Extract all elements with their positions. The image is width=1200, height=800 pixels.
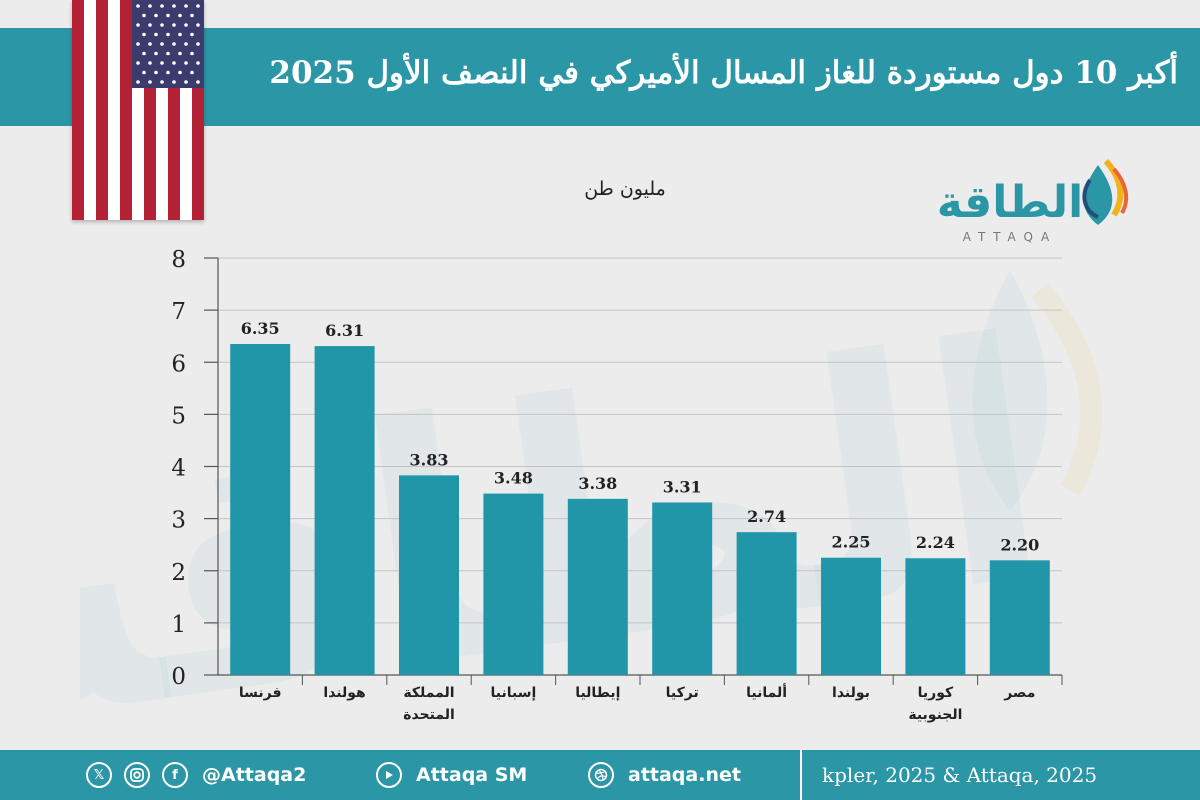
x-tick-label: مصر	[1003, 685, 1035, 701]
bar	[314, 346, 375, 675]
data-label: 3.83	[410, 450, 449, 469]
bar	[483, 493, 544, 675]
bar	[399, 475, 459, 675]
y-tick-label: 8	[171, 247, 186, 273]
bar	[230, 344, 291, 675]
y-axis-unit-label: مليون طن	[584, 178, 666, 200]
bar	[652, 502, 713, 675]
x-tick-label: كوريا	[918, 685, 954, 701]
y-tick-label: 6	[171, 351, 186, 377]
footer-bar: 𝕏 f @Attaqa2 Attaqa SM attaqa.net kpler,…	[0, 750, 1200, 800]
x-tick-label: المملكة	[403, 685, 454, 701]
x-icon[interactable]: 𝕏	[86, 762, 112, 788]
bar	[567, 498, 628, 675]
y-tick-label: 5	[171, 403, 186, 429]
y-tick-label: 7	[171, 299, 186, 325]
bar-chart: 0 1 2 3 4 5 6 7 8 6.35 فرنسا 6.31 هولندا 3.83 المملكة ا…	[171, 247, 1063, 723]
logo-arabic-text: الطاقة	[937, 177, 1083, 228]
y-tick-label: 1	[171, 612, 186, 638]
bar	[989, 560, 1050, 675]
x-tick-label: ألمانيا	[746, 683, 787, 701]
data-label: 6.35	[241, 319, 280, 338]
dribbble-icon[interactable]	[588, 762, 614, 788]
chart-title: أكبر 10 دول مستوردة للغاز المسال الأميرك…	[269, 55, 1178, 91]
us-flag-icon	[72, 0, 204, 220]
data-label: 2.25	[832, 533, 871, 552]
data-label: 6.31	[325, 321, 364, 340]
y-tick-label: 4	[171, 456, 186, 482]
data-label: 3.48	[494, 469, 533, 488]
source-text: kpler, 2025 & Attaqa, 2025	[822, 763, 1098, 787]
data-label: 3.31	[663, 477, 702, 496]
data-label: 2.74	[747, 507, 786, 526]
website-link[interactable]: attaqa.net	[628, 764, 741, 786]
x-tick-label: إسبانيا	[491, 685, 537, 701]
attaqa-logo: الطاقة ATTAQA	[937, 159, 1129, 244]
footer-divider	[800, 750, 802, 800]
youtube-icon[interactable]	[376, 762, 402, 788]
flag-stripes	[72, 0, 204, 220]
data-label: 3.38	[578, 474, 617, 493]
data-label: 2.20	[1000, 535, 1039, 554]
data-label: 2.24	[916, 533, 955, 552]
youtube-channel[interactable]: Attaqa SM	[416, 764, 528, 786]
social-handle[interactable]: @Attaqa2	[202, 764, 307, 786]
x-tick-label: تركيا	[666, 685, 699, 701]
y-tick-label: 0	[171, 664, 186, 690]
x-tick-label: الجنوبية	[908, 707, 962, 723]
facebook-icon[interactable]: f	[162, 762, 188, 788]
y-tick-label: 2	[171, 560, 186, 586]
bar	[905, 558, 966, 675]
bar	[821, 557, 881, 675]
y-tick-label: 3	[171, 508, 186, 534]
logo-latin-text: ATTAQA	[963, 230, 1057, 244]
x-tick-label: المتحدة	[403, 707, 455, 723]
instagram-icon[interactable]	[124, 762, 150, 788]
x-tick-label: إيطاليا	[575, 685, 620, 701]
bar	[736, 532, 797, 675]
x-tick-label: فرنسا	[239, 685, 282, 701]
x-tick-label: بولندا	[832, 685, 870, 701]
x-tick-label: هولندا	[323, 685, 365, 701]
flag-stars	[136, 4, 200, 84]
